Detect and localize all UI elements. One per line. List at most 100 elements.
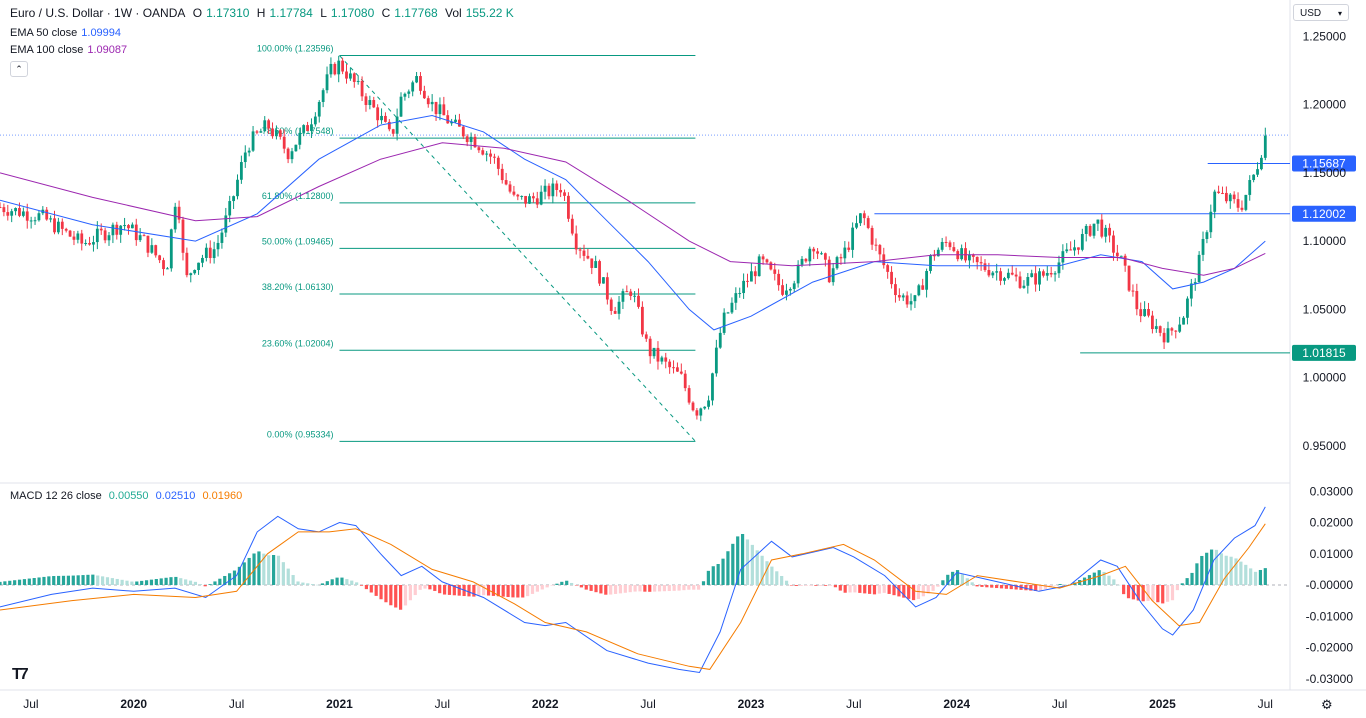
macd-histogram-bar xyxy=(931,585,935,591)
candle-body xyxy=(422,90,426,99)
candle-body xyxy=(901,295,905,298)
macd-histogram-bar xyxy=(399,585,403,610)
candle-body xyxy=(699,408,703,416)
macd-histogram-bar xyxy=(359,585,364,586)
candle-body xyxy=(594,261,598,268)
candle-body xyxy=(835,257,839,269)
candle-body xyxy=(621,291,625,302)
macd-histogram-bar xyxy=(863,585,867,594)
candle-body xyxy=(894,284,897,296)
macd-histogram-bar xyxy=(115,578,119,585)
symbol-title[interactable]: Euro / U.S. Dollar · 1W · OANDA xyxy=(10,6,186,20)
candle-body xyxy=(177,206,181,220)
macd-histogram-bar xyxy=(1209,549,1214,585)
settings-gear-icon[interactable]: ⚙ xyxy=(1321,697,1333,712)
candle-body xyxy=(438,104,442,115)
macd-histogram-bar xyxy=(765,561,769,585)
candle-body xyxy=(1026,277,1030,286)
candle-body xyxy=(407,91,411,94)
candle-body xyxy=(485,153,489,155)
candle-body xyxy=(1139,309,1143,317)
candle-body xyxy=(952,247,956,252)
candle-body xyxy=(586,255,590,259)
macd-histogram-bar xyxy=(242,562,246,585)
macd-histogram-bar xyxy=(203,585,207,587)
macd-histogram-bar xyxy=(179,578,183,585)
candle-body xyxy=(25,211,29,221)
candle-body xyxy=(656,347,660,362)
macd-histogram-bar xyxy=(1180,583,1184,585)
currency-selector[interactable]: USD ▾ xyxy=(1293,4,1349,21)
legend-macd[interactable]: MACD 12 26 close 0.00550 0.02510 0.01960 xyxy=(10,490,246,502)
candle-body xyxy=(496,157,500,169)
candle-body xyxy=(1232,194,1236,200)
macd-histogram-bar xyxy=(687,585,691,590)
candle-body xyxy=(1077,247,1080,250)
macd-histogram-bar xyxy=(208,584,212,585)
candle-body xyxy=(111,224,115,236)
macd-histogram-bar xyxy=(472,585,476,597)
candle-body xyxy=(753,271,757,277)
candle-body xyxy=(208,247,212,259)
price-axis-tick: 1.00000 xyxy=(1303,371,1347,385)
macd-histogram-bar xyxy=(706,570,710,585)
candle-body xyxy=(1162,332,1166,343)
candle-body xyxy=(115,224,119,235)
fib-level-label: 50.00% (1.09465) xyxy=(262,236,334,246)
price-level-label: 1.15687 xyxy=(1302,157,1346,171)
macd-axis-tick: -0.00000 xyxy=(1306,578,1354,592)
tradingview-logo-icon[interactable]: T7 xyxy=(12,666,29,683)
macd-histogram-bar xyxy=(594,585,598,593)
vol-label: Vol xyxy=(445,6,462,20)
macd-histogram-bar xyxy=(892,585,896,596)
macd-histogram-bar xyxy=(96,575,100,585)
candle-body xyxy=(387,121,391,130)
ema100-label: EMA 100 close xyxy=(10,44,84,56)
macd-histogram-bar xyxy=(27,578,31,585)
candle-body xyxy=(722,312,726,333)
chevron-up-icon[interactable]: ⌃ xyxy=(10,61,28,77)
candle-body xyxy=(360,80,364,97)
macd-histogram-bar xyxy=(428,585,432,590)
macd-signal-line xyxy=(0,523,1266,670)
candle-body xyxy=(1108,227,1111,236)
candle-body xyxy=(637,295,640,307)
macd-histogram-bar xyxy=(193,581,198,585)
macd-histogram-bar xyxy=(648,585,652,592)
macd-histogram-bar xyxy=(662,585,667,592)
legend-ema100[interactable]: EMA 100 close 1.09087 xyxy=(10,44,131,56)
ema50-line xyxy=(0,114,1266,331)
fib-level-label: 0.00% (0.95334) xyxy=(267,429,334,439)
candle-body xyxy=(707,400,710,407)
candle-body xyxy=(317,101,321,117)
candle-body xyxy=(372,100,376,108)
candle-body xyxy=(999,271,1002,281)
legend-ema50[interactable]: EMA 50 close 1.09994 xyxy=(10,27,125,39)
macd-pane[interactable]: 0.03000 0.02000 0.01000 -0.00000 -0.01000 -0.… xyxy=(0,484,1353,686)
macd-histogram-bar xyxy=(340,577,344,585)
candle-body xyxy=(294,144,298,152)
candle-body xyxy=(1170,328,1174,331)
candle-body xyxy=(520,195,524,197)
candle-body xyxy=(1213,191,1217,212)
macd-histogram-bar xyxy=(726,551,730,585)
candle-body xyxy=(197,262,200,271)
macd-histogram-bar xyxy=(423,585,427,589)
candle-body xyxy=(979,262,983,264)
macd-histogram-bar xyxy=(516,585,520,598)
candle-body xyxy=(403,93,407,97)
macd-histogram-bar xyxy=(364,585,369,590)
candle-body xyxy=(1030,273,1034,278)
price-pane[interactable]: 100.00% (1.23596) 78.60% (1.17548) 61.80% … xyxy=(0,0,1356,690)
candle-body xyxy=(458,119,461,127)
candle-body xyxy=(430,101,434,105)
macd-histogram-bar xyxy=(144,580,149,585)
macd-histogram-bar xyxy=(535,585,539,592)
macd-histogram-bar xyxy=(374,585,378,596)
macd-histogram-bar xyxy=(701,581,706,585)
candle-body xyxy=(524,195,527,204)
candle-body xyxy=(925,270,928,290)
candle-body xyxy=(660,357,664,362)
candle-body xyxy=(84,242,88,244)
